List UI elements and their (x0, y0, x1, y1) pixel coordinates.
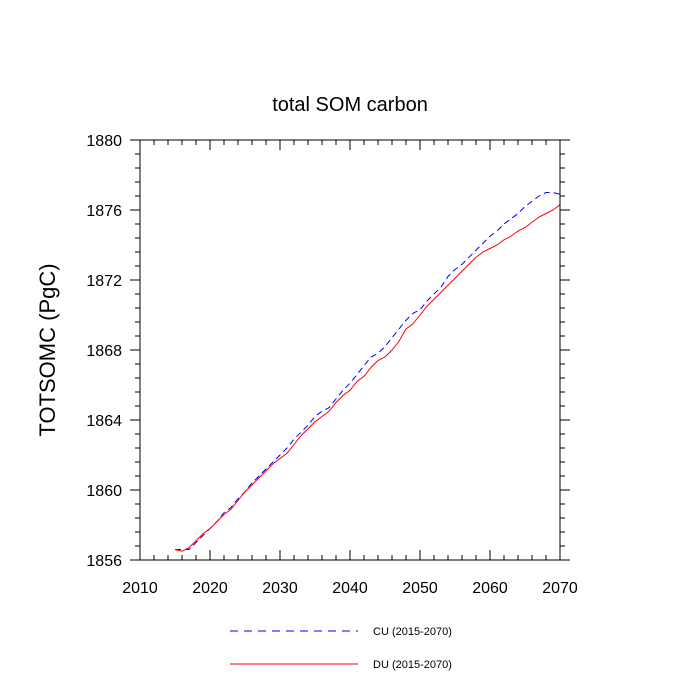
x-tick-label: 2010 (122, 580, 158, 597)
series-line-du (174, 204, 560, 552)
x-tick-label: 2030 (262, 580, 298, 597)
y-tick-label: 1868 (86, 343, 122, 360)
axis-ticks: 2010 2020 2030 2040 2050 2060 2070 1856 1860 1864… (86, 133, 577, 597)
y-tick-label: 1880 (86, 133, 122, 150)
series-line-cu (175, 192, 560, 550)
y-tick-label: 1872 (86, 273, 122, 290)
legend-label-du: DU (2015-2070) (373, 659, 452, 671)
y-tick-label: 1860 (86, 483, 122, 500)
x-tick-label: 2070 (542, 580, 578, 597)
series-layer (174, 192, 560, 552)
x-tick-label: 2060 (472, 580, 508, 597)
x-tick-label: 2020 (192, 580, 228, 597)
y-axis-label: TOTSOMC (PgC) (35, 263, 60, 436)
chart-title: total SOM carbon (272, 94, 428, 116)
y-tick-label: 1876 (86, 203, 122, 220)
y-tick-label: 1864 (86, 413, 122, 430)
legend: CU (2015-2070) DU (2015-2070) (230, 626, 452, 671)
x-tick-label: 2040 (332, 580, 368, 597)
plot-frame (139, 139, 561, 561)
y-tick-label: 1856 (86, 553, 122, 570)
x-tick-label: 2050 (402, 580, 438, 597)
legend-label-cu: CU (2015-2070) (373, 626, 452, 638)
